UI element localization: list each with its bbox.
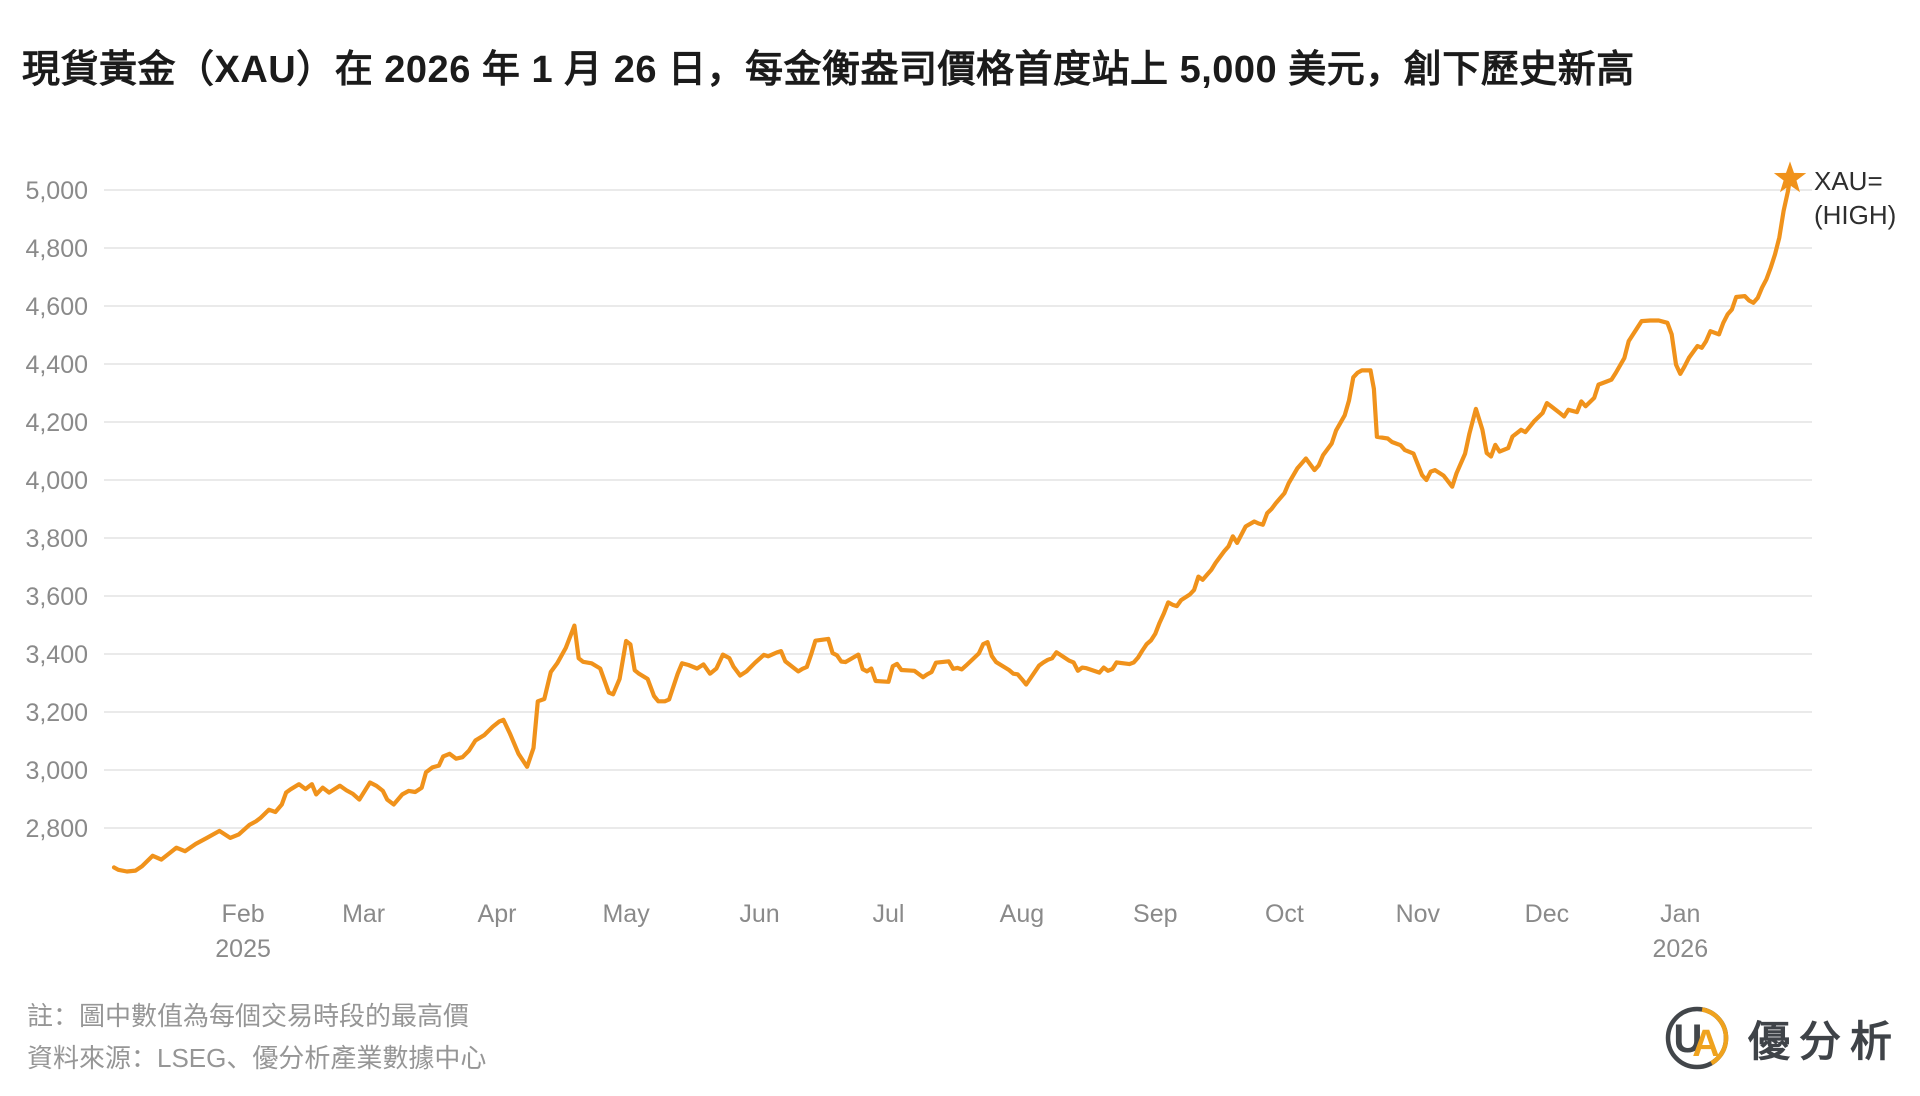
y-tick-label: 3,400 xyxy=(25,641,88,669)
x-tick-label: Jul xyxy=(873,900,905,928)
svg-text:A: A xyxy=(1692,1023,1719,1065)
note-data-source: 資料來源：LSEG、優分析產業數據中心 xyxy=(27,1043,487,1073)
page-title: 現貨黃金（XAU）在 2026 年 1 月 26 日，每金衡盎司價格首度站上 5… xyxy=(22,49,1635,91)
y-axis-labels: 2,800 3,000 3,200 3,400 3,600 3,800 4,000 4,200… xyxy=(25,177,88,843)
star-marker-icon xyxy=(1773,161,1807,193)
x-tick-label: Mar xyxy=(342,900,385,928)
y-tick-label: 3,000 xyxy=(25,757,88,785)
x-tick-year-label: 2025 xyxy=(215,935,271,963)
ua-logo-icon: U A xyxy=(1665,1006,1729,1070)
series-annotation-field: (HIGH) xyxy=(1814,200,1896,230)
brand-logo: U A 優分析 xyxy=(1660,998,1910,1078)
y-tick-label: 4,600 xyxy=(25,293,88,321)
y-tick-label: 3,800 xyxy=(25,525,88,553)
x-tick-label: May xyxy=(602,900,650,928)
x-tick-label: Dec xyxy=(1525,900,1569,928)
x-tick-label: Jan xyxy=(1660,900,1700,928)
x-tick-label: Feb xyxy=(222,900,265,928)
y-tick-label: 4,800 xyxy=(25,235,88,263)
x-tick-label: Aug xyxy=(1000,900,1044,928)
x-tick-year-label: 2026 xyxy=(1652,935,1708,963)
x-tick-label: Nov xyxy=(1396,900,1441,928)
series-annotation-name: XAU= xyxy=(1814,166,1883,196)
brand-name: 優分析 xyxy=(1748,1017,1902,1065)
y-tick-label: 3,600 xyxy=(25,583,88,611)
x-tick-label: Sep xyxy=(1133,900,1177,928)
y-tick-label: 2,800 xyxy=(25,815,88,843)
x-axis-labels: Feb 2025 Mar Apr May Jun Jul Aug Sep Oct Nov Dec Jan… xyxy=(215,900,1708,963)
note-methodology: 註：圖中數值為每個交易時段的最高價 xyxy=(27,1001,470,1031)
y-tick-label: 4,400 xyxy=(25,351,88,379)
y-tick-label: 3,200 xyxy=(25,699,88,727)
y-tick-label: 4,200 xyxy=(25,409,88,437)
gridlines xyxy=(104,189,1812,829)
x-tick-label: Jun xyxy=(739,900,779,928)
x-tick-label: Apr xyxy=(478,900,517,928)
y-tick-label: 5,000 xyxy=(25,177,88,205)
x-tick-label: Oct xyxy=(1265,900,1304,928)
price-line-xau[interactable] xyxy=(111,176,1793,874)
y-tick-label: 4,000 xyxy=(25,467,88,495)
svg-text:U: U xyxy=(1674,1017,1703,1061)
